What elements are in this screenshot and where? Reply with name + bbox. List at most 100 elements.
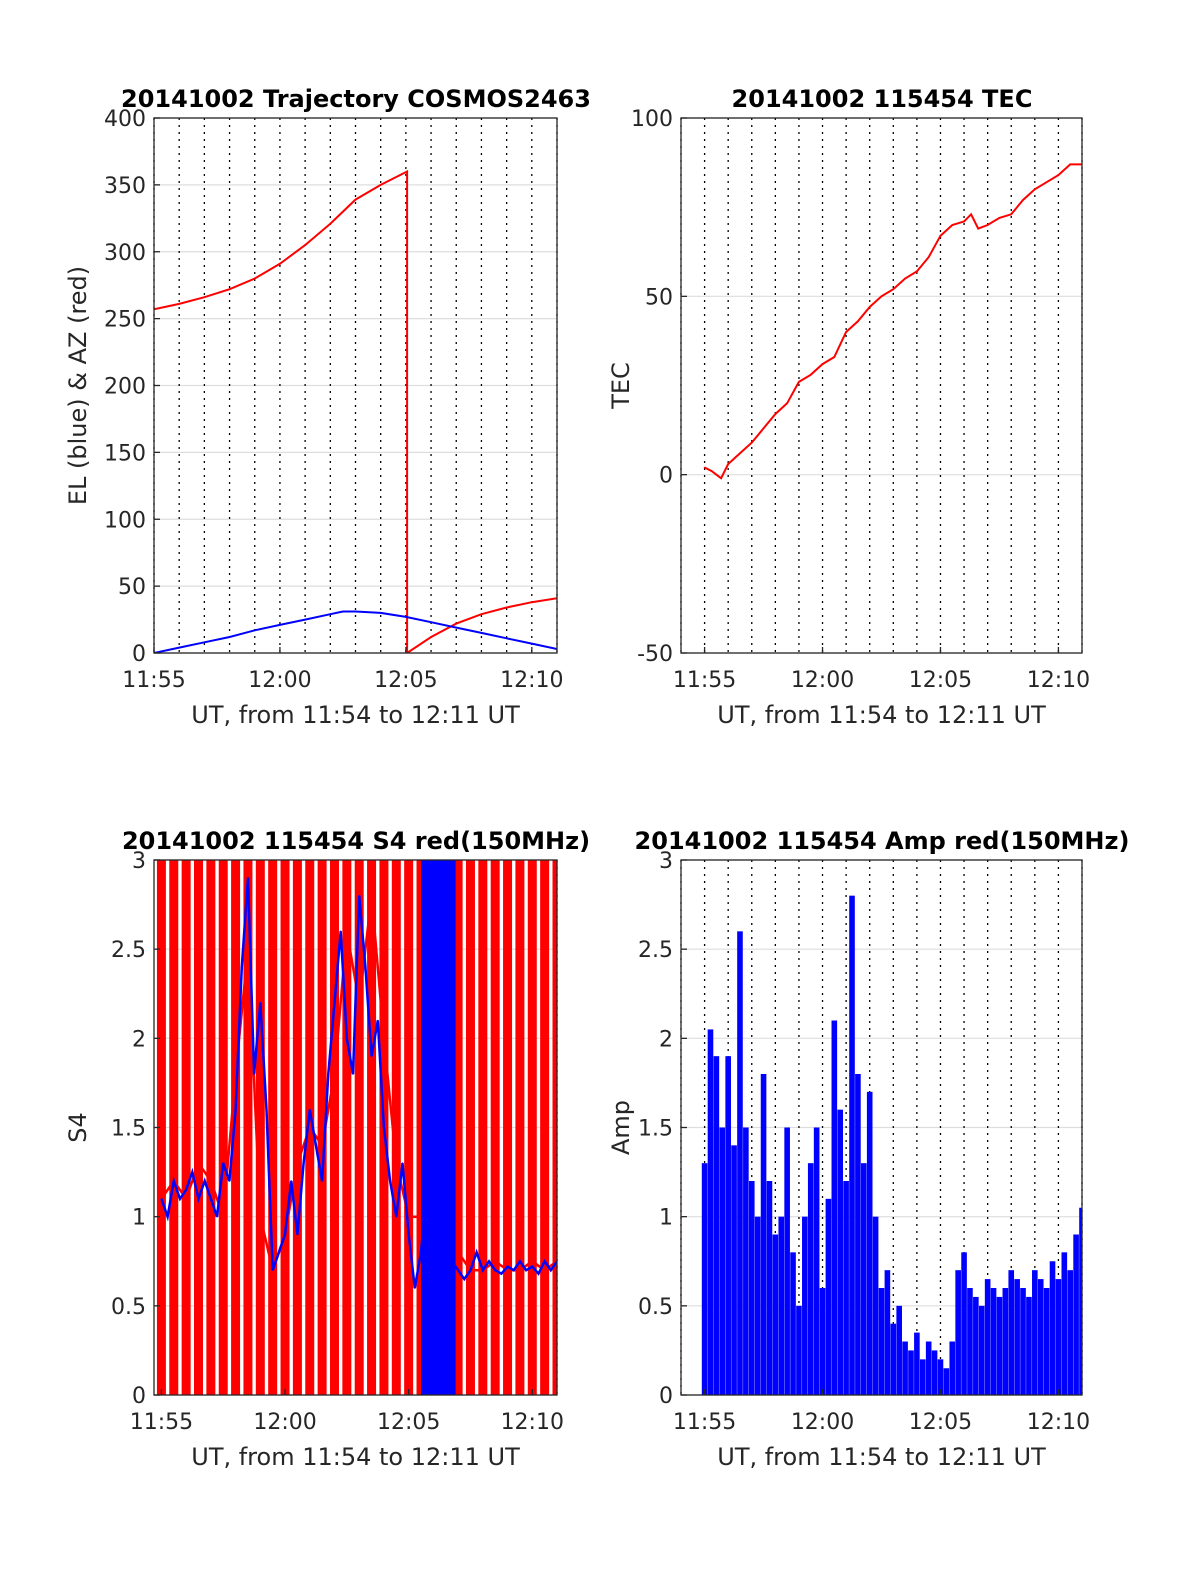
x-axis-label: UT, from 11:54 to 12:11 UT [717,1443,1046,1471]
data-point [315,1144,317,1147]
data-point [774,413,777,415]
data-point [296,1233,299,1236]
bar [1043,1288,1050,1395]
bar [984,1279,991,1395]
x-tick-label: 12:05 [377,1410,440,1435]
y-tick-label: 0 [659,1384,673,1409]
x-tick-label: 12:05 [374,668,437,693]
data-point [406,170,408,173]
bar [973,1296,979,1395]
bar [943,1368,950,1395]
chart-title: 20141002 115454 TEC [732,85,1033,113]
bar [1055,1279,1062,1395]
data-point [857,320,859,323]
bar [949,1341,956,1395]
data-point [531,642,533,645]
y-tick-label: 3 [132,849,146,874]
bar [955,1270,961,1395]
data-point [304,618,306,621]
y-tick-label: 0 [659,464,673,489]
data-point [228,636,231,638]
data-point [364,966,367,968]
data-point [543,1260,546,1263]
data-point [203,1180,206,1182]
x-axis-label: UT, from 11:54 to 12:11 UT [191,1443,520,1471]
data-point [494,1269,496,1271]
bar [831,1020,838,1395]
data-point [329,613,332,616]
bar [813,1127,820,1395]
bar [819,1288,826,1395]
data-point [342,610,344,613]
series-group [701,895,1082,1395]
data-point [383,1037,385,1040]
x-axis-label: UT, from 11:54 to 12:11 UT [191,701,520,729]
y-axis-label: TEC [607,362,635,410]
x-tick-label: 12:10 [501,1410,564,1435]
bar [872,1216,879,1395]
y-tick-label: 1.5 [111,1117,146,1142]
y-tick-label: 250 [104,308,146,333]
y-tick-label: 0.5 [111,1295,146,1320]
data-point [739,452,741,455]
data-point [430,621,432,624]
data-point [240,966,243,968]
data-point [1057,174,1060,176]
bar [937,1359,944,1395]
data-point [395,1162,398,1164]
bar [1032,1270,1038,1395]
x-tick-label: 11:55 [122,668,185,693]
bar [837,1109,844,1395]
data-point [519,1260,521,1263]
x-tick-label: 12:05 [909,1410,972,1435]
data-point [469,1269,472,1271]
data-point [537,1272,540,1275]
bar [878,1288,885,1395]
data-point [531,601,533,603]
data-point [333,1073,336,1075]
x-tick-label: 12:00 [791,1410,854,1435]
data-point [296,1162,299,1164]
data-point [358,1001,361,1004]
bar [978,1305,985,1395]
data-point [457,1269,459,1271]
data-point [185,1189,187,1191]
data-point [203,641,206,644]
data-point [525,1269,527,1271]
bar [778,1216,785,1395]
data-point [1069,163,1072,166]
chart-panel-3: 11:55 12:00 12:05 12:10 0 0.5 1 1.5 2 2.5 32014100… [64,827,590,1471]
y-tick-label: 50 [645,285,673,310]
bar [766,1181,773,1395]
data-point [185,1198,187,1200]
bar [1079,1207,1082,1395]
data-point [455,626,458,629]
data-point [457,1251,459,1254]
bar [961,1252,967,1395]
data-point [463,1278,466,1280]
x-tick-label: 12:10 [1027,1410,1090,1435]
data-point [329,222,332,225]
data-point [880,295,883,298]
data-point [550,1269,552,1271]
data-point [505,637,508,640]
bar [1014,1279,1020,1395]
data-point [506,1265,509,1268]
bar [796,1305,802,1395]
bar [914,1332,920,1395]
x-tick-label: 12:00 [253,1410,316,1435]
data-point [383,1126,385,1129]
data-point [339,930,342,933]
data-point [505,606,508,609]
data-point [939,234,942,237]
bar [790,1252,796,1395]
data-point [809,374,812,376]
y-tick-label: 2.5 [638,938,673,963]
bar [967,1288,973,1395]
x-tick-label: 11:55 [130,1410,193,1435]
data-point [475,1251,478,1254]
data-point [482,1269,484,1271]
data-point [197,1162,200,1164]
data-point [279,624,281,626]
bar [1037,1279,1044,1395]
